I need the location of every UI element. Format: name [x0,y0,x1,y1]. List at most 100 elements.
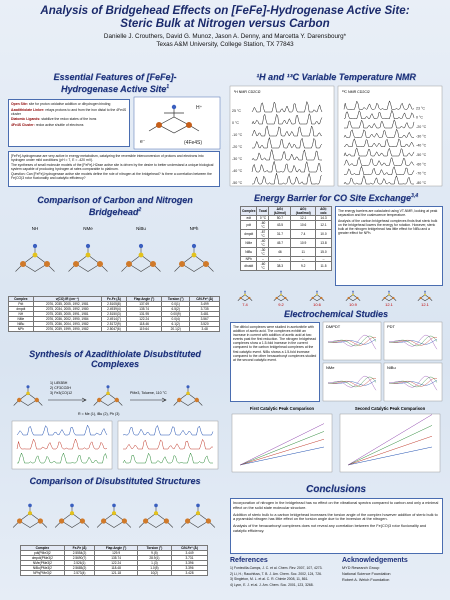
header-cell: ΔG‡ (kJ/mol) [268,206,292,216]
table-row: dmpdt -87 °C 31.7 7.4 10.0 [239,229,332,239]
diagram-frame [133,96,221,150]
intro-paragraph: The syntheses of small molecule models o… [11,163,214,172]
s-atom [186,391,190,396]
table-cell: 10.0 [315,229,332,239]
section-heading: Synthesis of Azadithiolate Disubstituted… [29,349,201,369]
heading-text: Energy Barrier for CO Site Exchange [253,193,412,203]
table-cell: 9.2 [290,261,317,271]
table-cell: -30 °C [256,247,270,257]
text-box: The dithiol complexes were studied in ac… [230,322,320,402]
table-cell: 31.7 [268,229,292,239]
spectrum-trace [343,147,415,157]
reference: 3) Singleton, M. L. et al. C. R. Chimie … [230,577,309,582]
cv-label: NiBu [387,365,396,370]
structure-label: NH [32,226,39,231]
spectrum-trace [123,438,214,450]
trend-line [239,431,325,466]
fe-atom [59,518,65,524]
molecule-bonds [121,246,161,272]
reference: 2) Li, H.; Rauchfuss, T. B. J. Am. Chem.… [230,571,322,576]
trend-line [347,435,433,466]
diagram-label: e⁻ [140,139,146,145]
spectrum-trace [343,128,414,138]
fe-atom [320,296,323,300]
fe-atom [73,261,79,267]
fe-atom [150,261,156,267]
table-cell: 2076, 2039, 1999, 1990, 1982 [32,326,102,332]
molecule-bonds [13,386,43,406]
table-row: NPh 2076, 2039, 1999, 1990, 1982 2.5047(6)… [8,326,220,332]
table-cell: pdt [239,220,258,230]
nmr-tag: ¹³C NMR CD2Cl2 [342,90,370,94]
fe-atom [419,296,422,300]
intro-paragraph: Question: Can [FeFe]-hydrogenase active … [11,172,212,181]
structure-label: NiBu [136,226,146,231]
molecule-bonds [54,505,90,528]
cv-trace [327,336,377,346]
fe-atom [156,122,162,128]
molecule-bonds [12,505,48,528]
header-cell: ΔG‡ calc [315,206,332,216]
bridge-atom [70,503,74,508]
molecule-bonds [345,291,361,302]
feature-term: Azadithiolate Linker: [11,107,45,112]
fe-atom [17,518,23,524]
nmr-tag: ¹H NMR CD2Cl2 [234,90,261,94]
active-site-diagram: H⁺ e⁻ (4Fe4S) [133,96,221,150]
spectrum-trace [251,100,323,113]
feature-text: stabilize the redox states of the irons [41,117,97,122]
feature-text: site for proton oxidative addition or di… [28,102,111,106]
feature-item: 4Fe4S Cluster: redox active shuttle of e… [11,123,127,127]
fe-atom [347,296,350,300]
cv-trace [327,334,377,350]
temperature-label: 23 °C [416,106,425,110]
table-cell: 3.48 [189,326,220,332]
title: Analysis of Bridgehead Effects on [FeFe]… [40,4,410,17]
spectrum-trace [343,138,415,148]
table-cell: 38.3 [268,261,292,271]
fe-atom [392,296,395,300]
bridge-atom [28,503,32,508]
scheme-label: PMe3, Toluene, 110 °C [130,391,167,395]
data-table: Complex Tcoal ΔG‡ (kJ/mol) ΔG‡ (kcal/mol) ΔG… [239,206,332,271]
reference: 1) Fontecilla-Camps, J. C. et al. Chem. … [230,566,323,570]
temperature-label: -50 °C [416,153,427,157]
s-atom [32,252,38,258]
bridge-atom [196,503,200,508]
scheme-label: 3) Fe3(CO)12 [50,391,72,395]
structure-label: NPh [190,226,199,231]
feature-term: Diatomic Ligands: [11,117,41,122]
table-row: edt 0 °C 50.7 12.1 14.3 [239,215,332,221]
bridge-atom [388,290,390,293]
molecule-bonds [68,246,108,272]
spectrum-trace [17,452,108,464]
temperature-label: -30 °C [232,157,243,161]
spectrum-trace [251,125,323,137]
structures [12,503,216,528]
bridge-atom [112,503,116,508]
cv-label: DMPDT [326,324,341,329]
table-cell: 43.5 [268,220,292,230]
barrier-value: 10.9 [349,302,358,307]
section-heading: Comparison of Carbon and Nitrogen Bridge… [20,195,210,217]
table-cell: NPh(PMe3)2 [20,570,65,576]
structure-label: NMe [83,226,93,231]
barrier-value: 12.1 [421,302,430,307]
table-cell: 13.8 [315,238,332,248]
scheme-label: 1) LiEt3BH [50,381,68,385]
acknowledgement: National Science Foundation [342,572,391,577]
table-cell: 2.573(4) [63,570,96,576]
feature-item: Open Site: site for proton oxidative add… [11,102,127,106]
table-cell: 7.4 [290,229,317,239]
s-atom [352,293,354,296]
barrier-value: 9.2 [278,302,284,307]
cv-trace [388,334,438,350]
fe-atom [114,397,120,403]
feature-term: Open Site: [11,102,28,106]
s-atom [69,511,75,516]
heading-text: Comparison of Carbon and Nitrogen Bridge… [37,195,193,217]
molecule-bonds [138,505,174,528]
molecule-bonds [273,291,289,302]
table-cell: 2.5047(6) [100,326,128,332]
